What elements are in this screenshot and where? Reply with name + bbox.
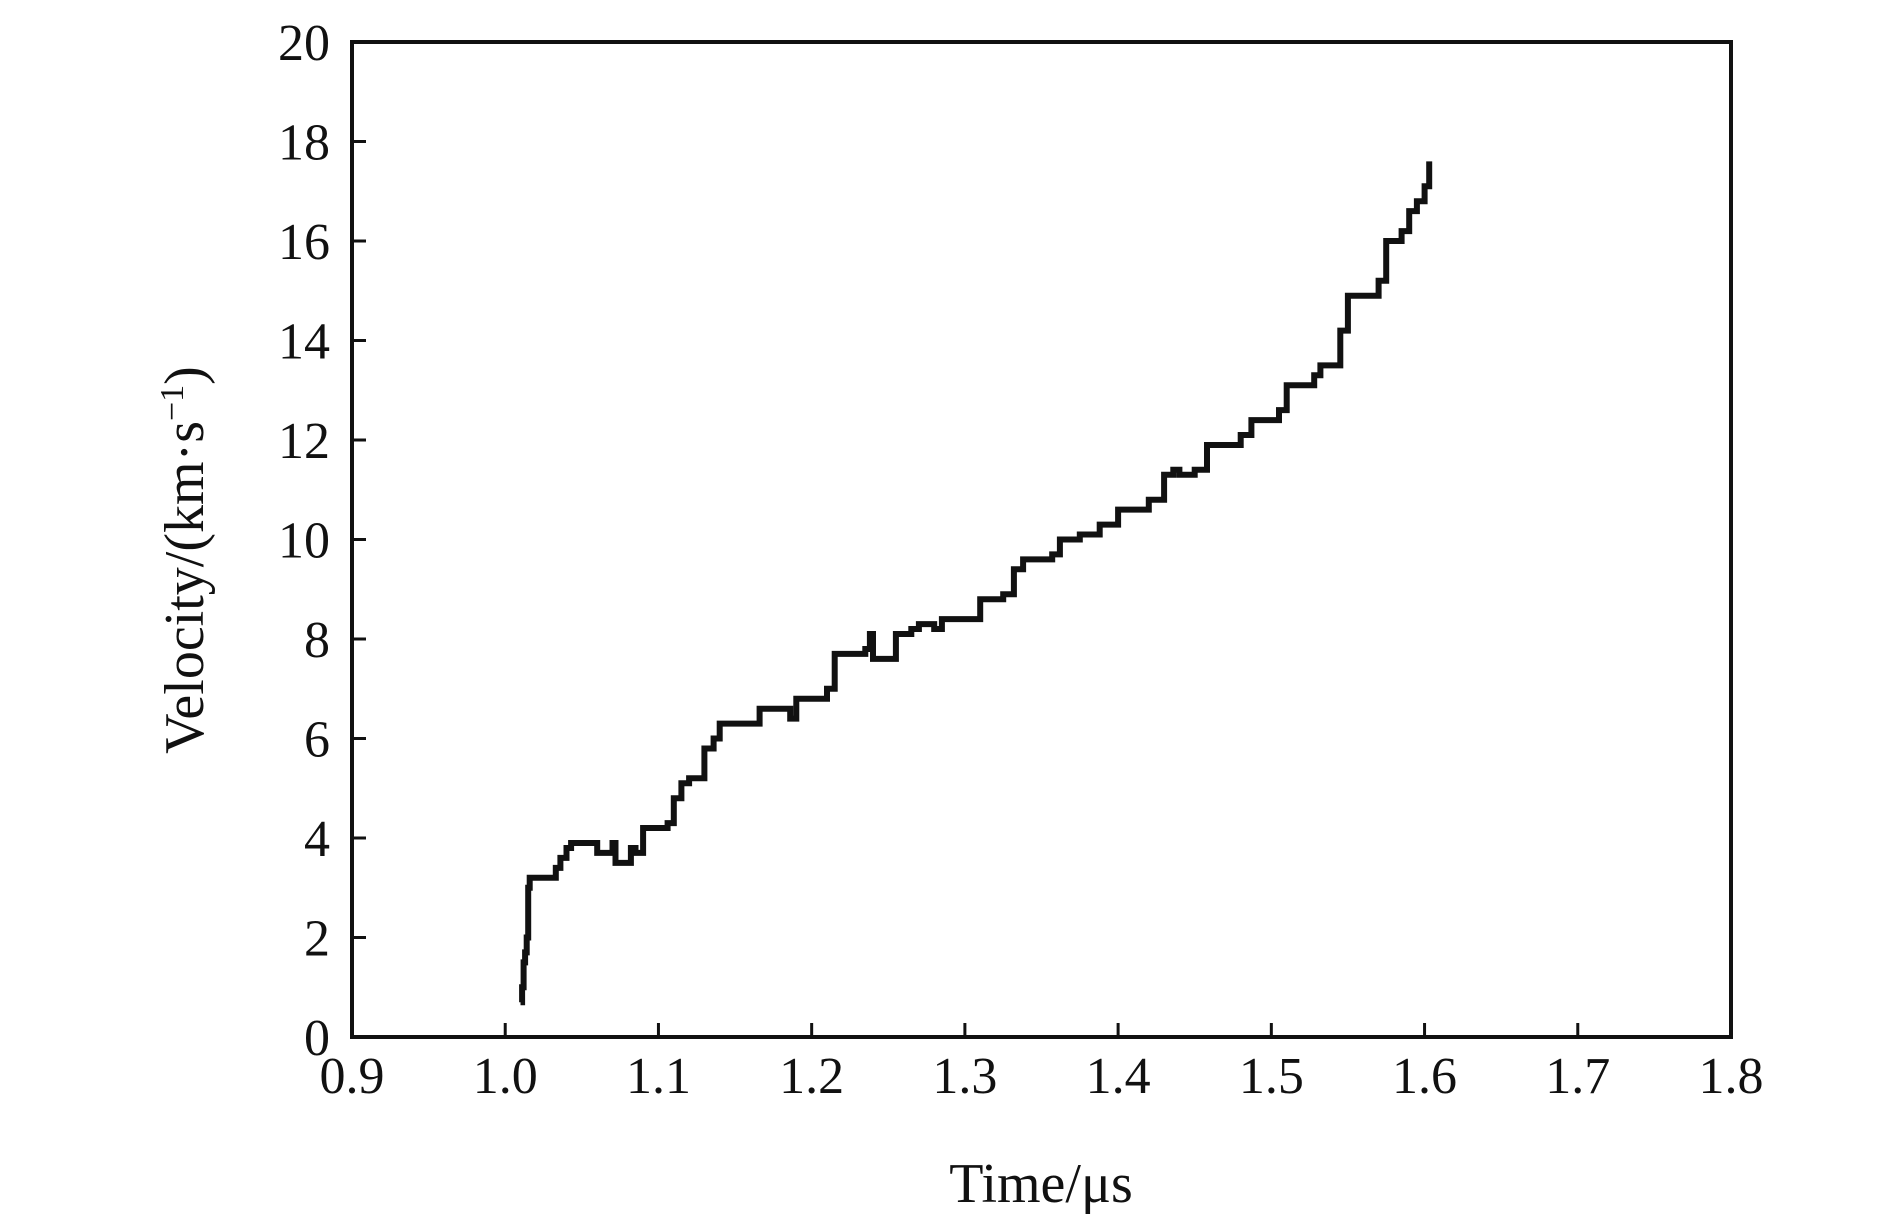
x-tick-label: 1.6 xyxy=(1392,1048,1457,1105)
y-axis-ticks: 0 2 4 6 8 10 12 14 16 18 20 xyxy=(278,15,366,1067)
x-tick-label: 1.8 xyxy=(1699,1048,1764,1105)
y-axis-title: Velocity/(km·s−1) xyxy=(154,366,216,754)
plot-frame xyxy=(350,40,1733,1039)
y-tick-label: 2 xyxy=(304,911,330,968)
y-tick-label: 14 xyxy=(278,314,330,371)
x-tick-label: 1.0 xyxy=(473,1048,538,1105)
y-tick-label: 20 xyxy=(278,15,330,72)
x-tick-label: 0.9 xyxy=(320,1048,385,1105)
x-tick-label: 1.7 xyxy=(1545,1048,1610,1105)
y-tick-label: 16 xyxy=(278,214,330,271)
y-tick-label: 18 xyxy=(278,115,330,172)
series-line-velocity xyxy=(519,161,1433,1006)
x-tick-label: 1.3 xyxy=(932,1048,997,1105)
y-tick-label: 6 xyxy=(304,712,330,769)
x-tick-label: 1.5 xyxy=(1239,1048,1304,1105)
y-tick-label: 0 xyxy=(304,1010,330,1067)
plot-area: 0.9 1.0 1.1 1.2 1.3 1.4 1.5 1.6 1.7 1.8 0 2 4 6 8 10 12… xyxy=(278,15,1764,1105)
x-tick-label: 1.4 xyxy=(1086,1048,1151,1105)
x-axis-ticks: 0.9 1.0 1.1 1.2 1.3 1.4 1.5 1.6 1.7 1.8 xyxy=(320,1023,1764,1105)
y-tick-label: 8 xyxy=(304,612,330,669)
x-tick-label: 1.1 xyxy=(626,1048,691,1105)
y-tick-label: 4 xyxy=(304,811,330,868)
x-tick-label: 1.2 xyxy=(779,1048,844,1105)
y-tick-label: 12 xyxy=(278,413,330,470)
x-axis-title: Time/μs xyxy=(949,1153,1133,1215)
y-tick-label: 10 xyxy=(278,513,330,570)
